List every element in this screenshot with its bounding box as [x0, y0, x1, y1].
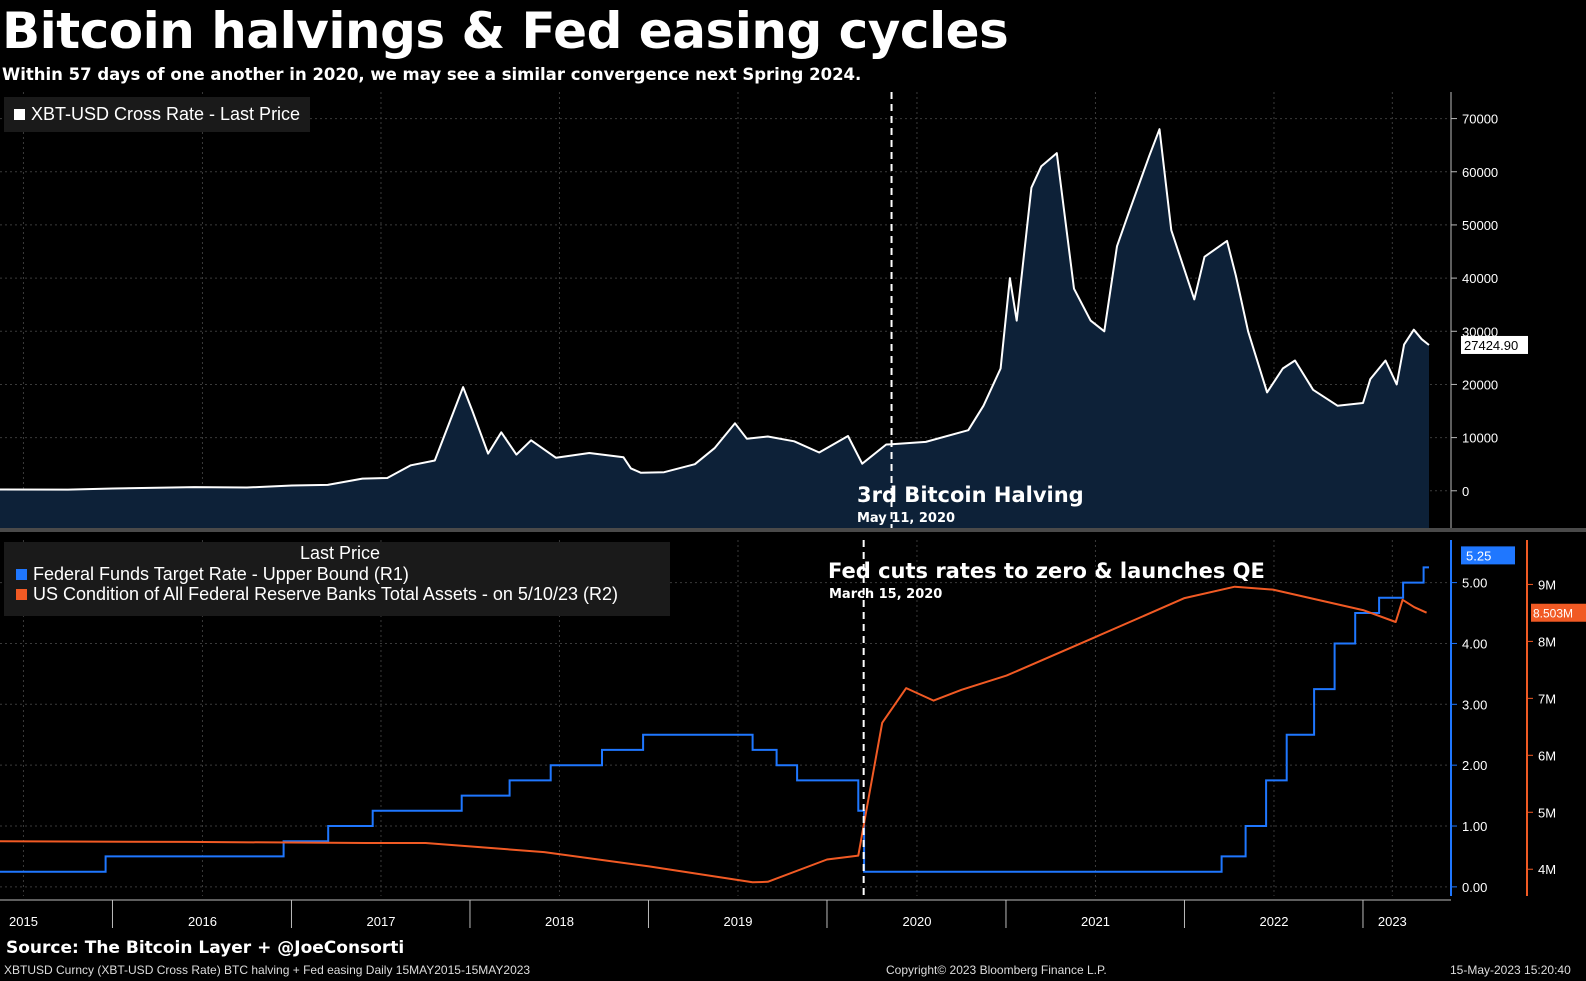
- assets-ytick-label: 9M: [1538, 577, 1556, 592]
- assets-ytick-label: 8M: [1538, 634, 1556, 649]
- rate-ytick-label: 0.00: [1462, 880, 1487, 895]
- btc-price-line: [0, 128, 1430, 491]
- x-tick-label: 2016: [188, 914, 217, 929]
- fed-annotation-label: Fed cuts rates to zero & launches QE: [828, 559, 1265, 583]
- annotations: 3rd Bitcoin Halving May 11, 2020 Fed cut…: [828, 483, 1265, 602]
- rate-ytick-label: 3.00: [1462, 697, 1487, 712]
- btc-last-value-text: 27424.90: [1464, 338, 1518, 353]
- fed-assets-line: [0, 585, 1428, 884]
- fed-assets-legend-item: US Condition of All Federal Reserve Bank…: [4, 584, 670, 604]
- btc-ytick-label: 50000: [1462, 218, 1498, 233]
- page-subtitle: Within 57 days of one another in 2020, w…: [2, 65, 862, 84]
- btc-legend: XBT-USD Cross Rate - Last Price: [4, 97, 311, 132]
- assets-ytick-label: 7M: [1538, 691, 1556, 706]
- fed-legend-header: Last Price: [300, 543, 381, 563]
- fed-rate-legend-item: Federal Funds Target Rate - Upper Bound …: [4, 564, 670, 584]
- assets-ytick-label: 4M: [1538, 862, 1556, 877]
- fed-assets-legend-label: US Condition of All Federal Reserve Bank…: [33, 584, 618, 604]
- x-tick-label: 2018: [545, 914, 574, 929]
- btc-legend-label: XBT-USD Cross Rate - Last Price: [31, 104, 301, 124]
- assets-last-value-text: 8.503M: [1533, 607, 1573, 621]
- rate-ytick-label: 1.00: [1462, 819, 1487, 834]
- x-tick-label: 2022: [1260, 914, 1289, 929]
- fed-assets-swatch: [16, 589, 27, 600]
- fed-legend: Last Price Federal Funds Target Rate - U…: [4, 542, 670, 616]
- btc-ytick-label: 10000: [1462, 431, 1498, 446]
- panel-divider: [0, 528, 1586, 532]
- x-tick-label: 2020: [903, 914, 932, 929]
- page-title: Bitcoin halvings & Fed easing cycles: [2, 2, 1009, 60]
- copyright: Copyright© 2023 Bloomberg Finance L.P.: [886, 963, 1107, 977]
- fed-rate-legend-label: Federal Funds Target Rate - Upper Bound …: [33, 564, 409, 584]
- x-tick-label: 2017: [367, 914, 396, 929]
- btc-ytick-label: 70000: [1462, 112, 1498, 127]
- rate-last-value-tag: [1461, 546, 1515, 565]
- x-tick-label: 2015: [9, 914, 38, 929]
- btc-ytick-label: 0: [1462, 484, 1469, 499]
- ticker-line: XBTUSD Curncy (XBT-USD Cross Rate) BTC h…: [4, 963, 531, 977]
- btc-ytick-label: 30000: [1462, 324, 1498, 339]
- btc-ytick-label: 20000: [1462, 377, 1498, 392]
- rate-ytick-label: 4.00: [1462, 636, 1487, 651]
- assets-ytick-label: 5M: [1538, 805, 1556, 820]
- axes: 0 10000 20000 30000 40000 50000 60000 70000 2742…: [0, 92, 1586, 929]
- x-tick-label: 2023: [1378, 914, 1407, 929]
- btc-ytick-label: 60000: [1462, 165, 1498, 180]
- fed-rate-line: [0, 566, 1429, 873]
- x-tick-label: 2021: [1081, 914, 1110, 929]
- fed-rate-swatch: [16, 569, 27, 580]
- rate-last-value-text: 5.25: [1466, 548, 1491, 563]
- halving-annotation-date: May 11, 2020: [857, 511, 955, 526]
- timestamp: 15-May-2023 15:20:40: [1450, 963, 1571, 977]
- btc-price-area: [0, 129, 1429, 528]
- btc-last-value-tag: [1461, 335, 1528, 354]
- btc-ytick-label: 40000: [1462, 271, 1498, 286]
- assets-last-value-tag: [1531, 603, 1586, 622]
- btc-price-panel: [0, 128, 1430, 528]
- x-tick-label: 2019: [724, 914, 753, 929]
- halving-annotation-label: 3rd Bitcoin Halving: [857, 483, 1084, 507]
- assets-ytick-label: 6M: [1538, 748, 1556, 763]
- source-credit: Source: The Bitcoin Layer + @JoeConsorti: [6, 938, 405, 958]
- fed-annotation-date: March 15, 2020: [829, 587, 942, 602]
- rate-ytick-label: 2.00: [1462, 758, 1487, 773]
- fed-panel: [0, 566, 1429, 884]
- rate-ytick-label: 5.00: [1462, 576, 1487, 591]
- btc-legend-swatch: [14, 109, 25, 120]
